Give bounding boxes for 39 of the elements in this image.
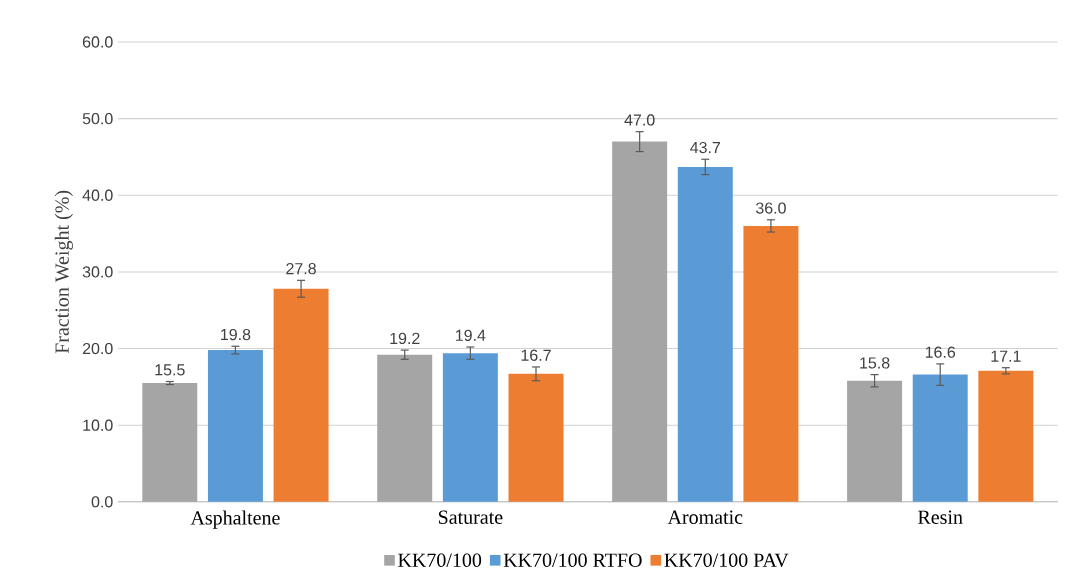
y-tick-label: 0.0 bbox=[91, 496, 113, 508]
data-label: 36.0 bbox=[755, 202, 786, 214]
bar bbox=[743, 226, 799, 502]
y-tick-label: 60.0 bbox=[82, 36, 113, 48]
bar bbox=[612, 141, 668, 502]
y-axis-title: Fraction Weight (%) bbox=[54, 190, 73, 354]
data-label: 16.7 bbox=[521, 349, 551, 361]
data-label: 17.1 bbox=[991, 350, 1021, 362]
data-label: 19.2 bbox=[390, 332, 420, 345]
legend-label: KK70/100 bbox=[398, 553, 482, 567]
bar bbox=[978, 370, 1034, 502]
y-tick-label: 10.0 bbox=[83, 419, 113, 431]
bar bbox=[508, 373, 564, 502]
y-tick-label: 40.0 bbox=[82, 189, 113, 202]
y-tick-label: 30.0 bbox=[82, 266, 113, 278]
bar bbox=[377, 354, 433, 502]
data-label: 19.8 bbox=[221, 328, 251, 341]
x-tick-label: Aromatic bbox=[667, 510, 743, 525]
x-tick-label: Asphaltene bbox=[190, 510, 280, 529]
x-tick-label: Saturate bbox=[438, 510, 503, 525]
data-label: 43.7 bbox=[690, 141, 721, 154]
data-label: 47.0 bbox=[624, 114, 655, 126]
bar bbox=[142, 383, 198, 502]
bar bbox=[847, 380, 903, 502]
y-tick-label: 20.0 bbox=[82, 342, 113, 355]
bar bbox=[207, 350, 263, 502]
bar bbox=[442, 353, 498, 502]
y-tick-label: 50.0 bbox=[82, 113, 113, 125]
data-label: 15.5 bbox=[155, 364, 185, 376]
data-label: 16.6 bbox=[925, 346, 956, 358]
x-tick-label: Resin bbox=[918, 510, 963, 525]
data-label: 19.4 bbox=[456, 329, 486, 342]
legend-label: KK70/100 PAV bbox=[664, 553, 789, 568]
data-label: 27.8 bbox=[286, 263, 316, 275]
bar bbox=[677, 167, 733, 502]
data-label: 15.8 bbox=[860, 357, 890, 369]
bar bbox=[273, 288, 329, 502]
legend-label: KK70/100 RTFO bbox=[503, 553, 642, 567]
bar bbox=[912, 374, 968, 502]
